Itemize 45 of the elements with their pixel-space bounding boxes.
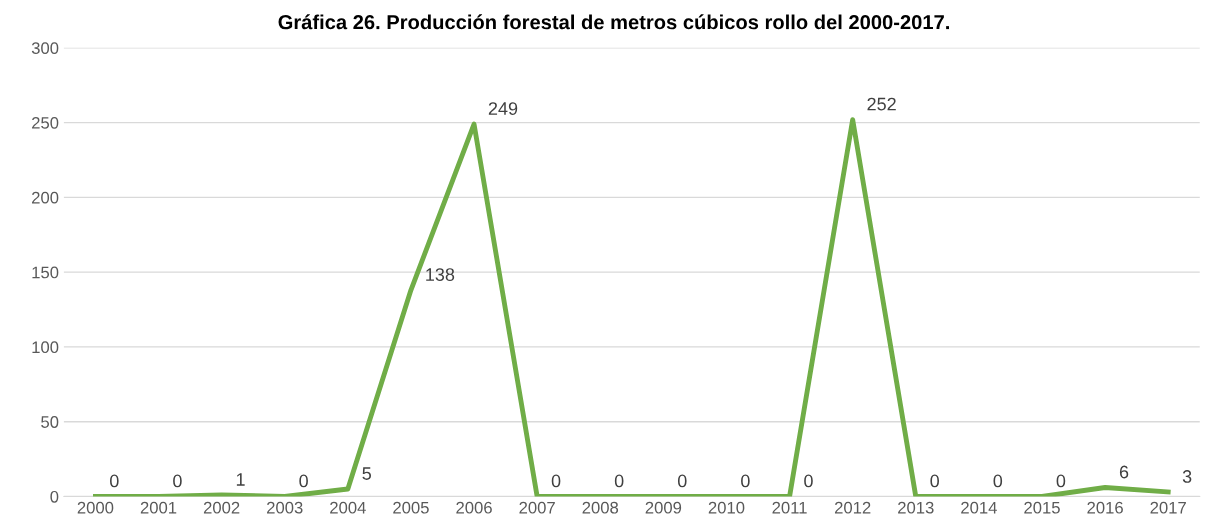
data-label: 0 [551, 474, 561, 488]
y-tick-label: 50 [41, 416, 59, 428]
x-tick-label: 2008 [582, 501, 619, 514]
x-tick-label: 2013 [898, 501, 934, 514]
x-tick-label: 2016 [1087, 501, 1123, 514]
data-label: 249 [488, 102, 518, 115]
data-label: 0 [677, 474, 687, 488]
data-label: 0 [1056, 474, 1066, 488]
x-tick-label: 2001 [140, 501, 177, 514]
y-tick-label: 150 [32, 266, 59, 279]
x-tick-label: 2005 [393, 501, 429, 514]
data-label: 5 [362, 467, 371, 480]
x-tick-label: 2014 [961, 501, 997, 514]
x-tick-label: 2003 [267, 501, 303, 514]
data-label: 3 [1182, 470, 1192, 483]
line-series [92, 117, 1171, 497]
y-tick-label: 100 [32, 341, 59, 354]
x-tick-label: 2004 [330, 501, 366, 514]
data-label: 0 [930, 474, 940, 488]
x-tick-label: 2015 [1024, 501, 1060, 514]
data-label: 0 [741, 474, 750, 488]
y-tick-label: 0 [50, 490, 59, 503]
x-tick-label: 2007 [519, 501, 555, 514]
data-label: 252 [867, 97, 896, 111]
x-tick-label: 2010 [708, 501, 745, 514]
chart-title: Gráfica 26. Producción forestal de metros cúbicos rollo del 2000-2017. [278, 14, 949, 30]
x-tick-label: 2009 [645, 501, 682, 514]
data-label: 0 [614, 474, 624, 488]
y-tick-label: 200 [32, 191, 59, 204]
data-label: 0 [804, 474, 813, 488]
data-label: 0 [993, 474, 1003, 488]
y-tick-label: 300 [31, 42, 59, 54]
x-tick-label: 2017 [1150, 501, 1186, 514]
data-label: 0 [110, 474, 119, 488]
x-tick-label: 2006 [456, 501, 492, 514]
data-label: 0 [299, 474, 308, 488]
x-tick-label: 2002 [203, 501, 240, 514]
data-label: 0 [173, 474, 182, 488]
x-tick-label: 2011 [772, 501, 807, 514]
x-tick-label: 2000 [77, 501, 114, 514]
data-label: 1 [236, 473, 245, 486]
y-tick-label: 250 [32, 116, 59, 129]
data-label: 6 [1119, 465, 1129, 479]
data-label: 138 [426, 268, 455, 281]
x-tick-label: 2012 [834, 501, 871, 514]
